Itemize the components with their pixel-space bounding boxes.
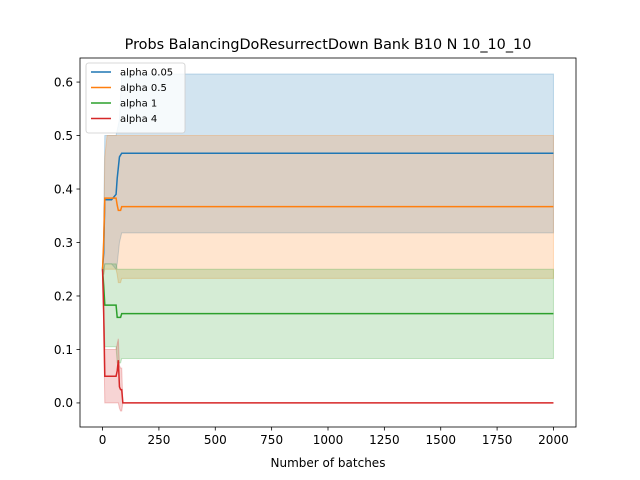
band-series-4 xyxy=(102,269,554,412)
y-tick-label: 0.1 xyxy=(54,343,73,357)
x-tick-label: 250 xyxy=(147,433,170,447)
y-tick-label: 0.6 xyxy=(54,75,73,89)
y-tick-label: 0.5 xyxy=(54,129,73,143)
legend-label: alpha 0.5 xyxy=(120,83,167,94)
legend-label: alpha 0.05 xyxy=(120,68,173,79)
x-tick-label: 0 xyxy=(99,433,107,447)
x-tick-label: 1750 xyxy=(482,433,513,447)
x-axis: 0 250 500 750 1000 1250 1500 1750 2000 xyxy=(99,427,569,447)
line-series-3 xyxy=(101,269,554,319)
y-tick-label: 0.3 xyxy=(54,236,73,250)
y-tick-label: 0.4 xyxy=(54,182,73,196)
x-tick-label: 1500 xyxy=(425,433,456,447)
line-series-4 xyxy=(101,269,554,404)
chart-title: Probs BalancingDoResurrectDown Bank B10 … xyxy=(125,37,532,53)
x-axis-label: Number of batches xyxy=(271,456,386,470)
legend: alpha 0.05 alpha 0.5 alpha 1 alpha 4 xyxy=(85,62,186,134)
y-tick-label: 0.2 xyxy=(54,289,73,303)
y-tick-label: 0.0 xyxy=(54,396,73,410)
x-tick-label: 1000 xyxy=(313,433,344,447)
line-series-2 xyxy=(101,197,554,270)
y-axis: 0.0 0.1 0.2 0.3 0.4 0.5 0.6 xyxy=(54,75,80,410)
legend-label: alpha 1 xyxy=(120,99,157,110)
x-tick-label: 2000 xyxy=(538,433,569,447)
series-lines xyxy=(101,152,554,404)
x-tick-label: 750 xyxy=(260,433,283,447)
x-tick-label: 500 xyxy=(204,433,227,447)
x-tick-label: 1250 xyxy=(369,433,400,447)
legend-box xyxy=(85,62,186,134)
legend-label: alpha 4 xyxy=(120,114,157,125)
band-series-2 xyxy=(102,135,554,284)
